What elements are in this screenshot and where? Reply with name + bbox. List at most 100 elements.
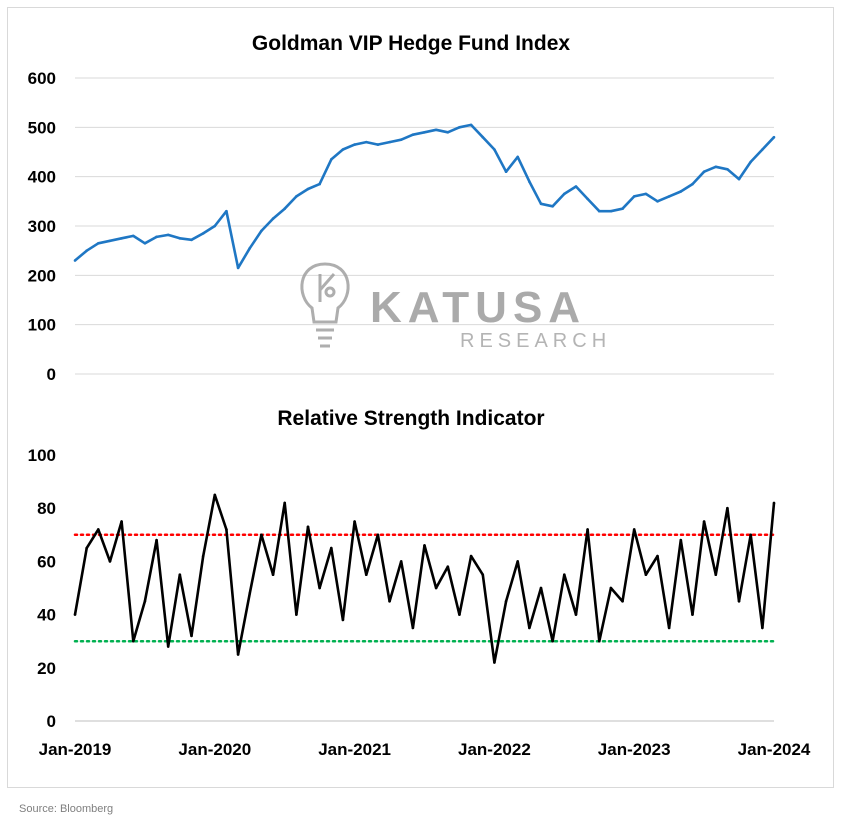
chart-2-y-tick-label: 100 xyxy=(28,446,56,465)
chart-1-data-point xyxy=(423,130,426,134)
chart-1-data-point xyxy=(551,204,554,208)
chart-2-data-point xyxy=(341,618,345,622)
watermark-sub: RESEARCH xyxy=(460,330,611,352)
chart-1-data-point xyxy=(772,135,776,139)
chart-1-y-tick-label: 0 xyxy=(47,365,56,384)
chart-svg: Goldman VIP Hedge Fund Index 01002003004… xyxy=(28,32,811,759)
chart-2-data-point xyxy=(399,560,403,563)
chart-1-data-point xyxy=(318,182,321,186)
chart-2-y-tick-label: 80 xyxy=(37,499,56,518)
chart-1-data-point xyxy=(632,195,636,198)
chart-2-data-point xyxy=(621,600,624,603)
chart-1-data-point xyxy=(586,197,589,201)
chart-2-x-tick-label: Jan-2024 xyxy=(738,740,811,759)
chart-2-data-point xyxy=(667,626,671,630)
chart-2-series-line xyxy=(73,493,776,664)
chart-1-data-point xyxy=(295,195,298,198)
chart-1-data-point xyxy=(353,143,356,146)
chart-1-data-point xyxy=(702,170,706,174)
chart-1-data-point xyxy=(539,202,543,206)
chart-1-data-point xyxy=(761,148,764,151)
chart-2-data-point xyxy=(597,639,601,643)
chart-2-data-point xyxy=(691,613,694,616)
chart-2-data-point xyxy=(516,560,519,563)
chart-1-data-point xyxy=(260,229,263,233)
chart-2-data-point xyxy=(458,613,461,616)
chart-1-data-point xyxy=(481,135,485,139)
chart-1-data-point xyxy=(504,170,508,174)
chart-2-data-point xyxy=(166,645,170,648)
chart-2-data-point xyxy=(306,525,310,529)
chart-2-data-point xyxy=(178,573,182,576)
chart-2-data-point xyxy=(260,533,263,537)
chart-2-data-point xyxy=(551,639,554,643)
chart-1-data-point xyxy=(131,234,135,238)
chart-2-data-point xyxy=(749,533,752,537)
lightbulb-k-icon xyxy=(300,262,350,348)
chart-2-data-point xyxy=(586,528,589,531)
chart-2-data-point xyxy=(563,573,566,576)
chart-2-x-tick-label: Jan-2020 xyxy=(178,740,251,759)
chart-1-data-point xyxy=(516,155,519,159)
chart-1-data-point xyxy=(120,237,123,240)
chart-1-data-point xyxy=(609,209,613,213)
chart-1-data-point xyxy=(376,143,380,146)
chart-1-data-point xyxy=(446,130,450,134)
chart-2-y-tick-label: 60 xyxy=(37,552,56,571)
chart-2-y-tick-label: 40 xyxy=(37,606,56,625)
chart-2-data-point xyxy=(213,493,217,497)
chart-2-data-point xyxy=(353,520,356,523)
chart-2-x-tick-label: Jan-2023 xyxy=(598,740,671,759)
chart-2-data-point xyxy=(528,626,531,630)
chart-1-data-point xyxy=(85,249,88,252)
chart-2-data-point xyxy=(609,586,613,590)
chart-1-data-point xyxy=(73,259,77,262)
chart-2-data-point xyxy=(714,573,718,576)
chart-1-data-point xyxy=(190,238,193,242)
chart-2-x-tick-label: Jan-2021 xyxy=(318,740,391,759)
chart-2-data-point xyxy=(726,506,729,510)
chart-2-y-tick-label: 0 xyxy=(47,712,56,731)
chart-1-y-tick-label: 600 xyxy=(28,69,56,88)
chart-1-data-point xyxy=(411,133,415,137)
chart-1-data-point xyxy=(236,266,240,270)
chart-1-y-tick-label: 500 xyxy=(28,118,56,137)
chart-1-data-point xyxy=(434,128,438,132)
chart-1-data-point xyxy=(691,182,694,186)
chart-2-y-tick-label: 20 xyxy=(37,659,56,678)
chart-2-data-point xyxy=(656,554,659,558)
chart-1-data-point xyxy=(341,148,345,151)
chart-2-data-point xyxy=(143,600,147,603)
chart-1-data-point xyxy=(528,180,531,183)
chart-1-data-point xyxy=(469,123,473,127)
chart-1-data-point xyxy=(143,241,147,245)
chart-1-data-point xyxy=(108,239,112,243)
chart-1-y-tick-label: 400 xyxy=(28,168,56,187)
chart-1-data-point xyxy=(574,185,578,188)
chart-1-data-point xyxy=(458,126,461,129)
chart-2-data-point xyxy=(131,639,135,643)
chart-2-data-point xyxy=(330,546,333,550)
chart-1-data-point xyxy=(166,233,170,237)
chart-1-y-tick-label: 300 xyxy=(28,217,56,236)
chart-2-data-point xyxy=(190,634,193,638)
chart-2-data-point xyxy=(469,554,473,558)
chart-1-data-point xyxy=(726,167,729,171)
chart-2-data-point xyxy=(283,501,287,505)
chart-1-data-point xyxy=(563,192,566,196)
chart-2-data-point xyxy=(201,554,205,558)
chart-1-y-tick-label: 100 xyxy=(28,316,56,335)
chart-1-data-point xyxy=(597,209,601,213)
chart-2-data-point xyxy=(679,538,683,542)
chart-1-data-point xyxy=(225,209,228,213)
chart-1-data-point xyxy=(399,138,403,141)
chart-2-x-tick-label: Jan-2022 xyxy=(458,740,531,759)
chart-2-data-point xyxy=(236,653,240,656)
chart-1-data-point xyxy=(155,235,158,239)
chart-1-data-point xyxy=(97,241,100,245)
chart-2-data-point xyxy=(481,573,485,576)
watermark-brand: KATUSA xyxy=(370,283,586,332)
chart-2-data-point xyxy=(225,528,228,531)
chart-1-data-point xyxy=(178,237,182,240)
chart-1-data-point xyxy=(667,195,671,198)
